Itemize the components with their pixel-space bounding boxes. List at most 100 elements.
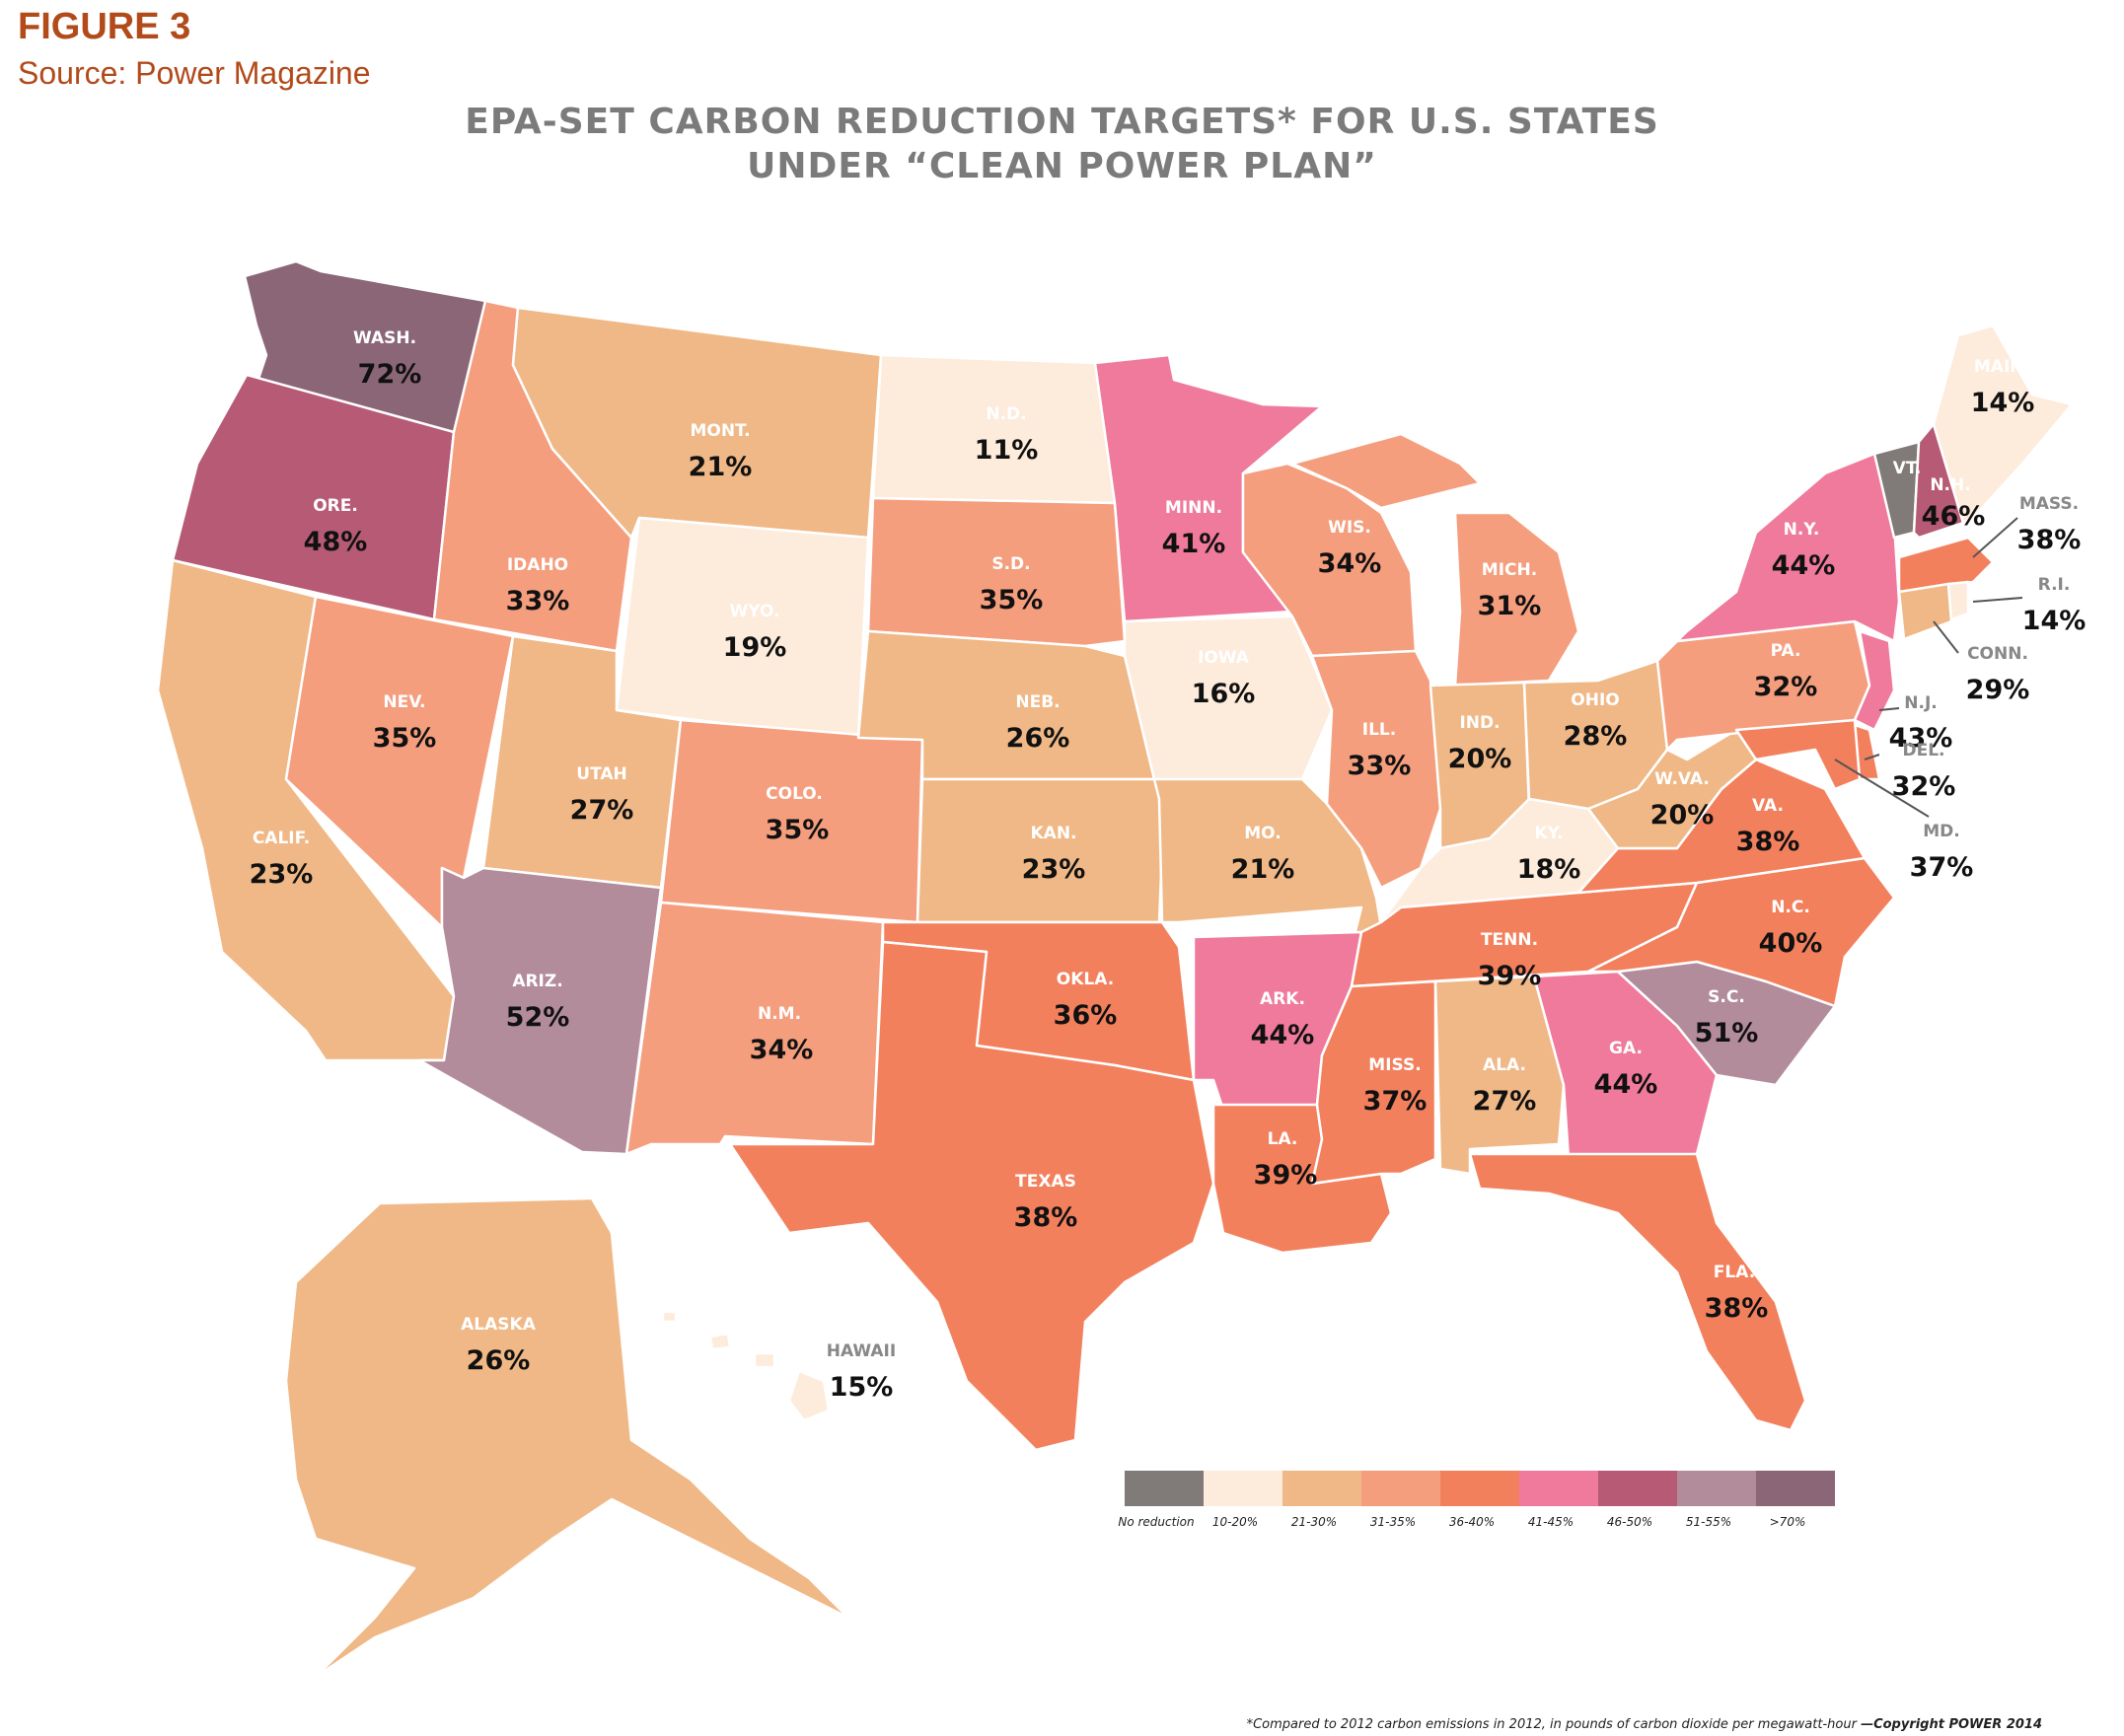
state-pct-ri: 14%: [2022, 606, 2087, 636]
state-pct-sc: 51%: [1695, 1018, 1759, 1049]
legend-swatch-3: [1361, 1471, 1440, 1506]
state-ks[interactable]: [916, 777, 1166, 924]
state-fl[interactable]: [1468, 1152, 1807, 1432]
state-tx[interactable]: [728, 940, 1215, 1452]
legend-swatch-6: [1598, 1471, 1677, 1506]
state-ak[interactable]: [284, 1196, 850, 1679]
state-pct-nd: 11%: [975, 435, 1039, 466]
state-wv[interactable]: [1586, 728, 1758, 850]
state-pct-me: 14%: [1971, 388, 2035, 418]
legend-label-no-reduction: No reduction: [1118, 1515, 1195, 1529]
state-pct-ca: 23%: [250, 859, 314, 890]
state-pct-il: 33%: [1348, 751, 1412, 781]
state-pct-ar: 44%: [1251, 1020, 1315, 1050]
legend-label-70-plus: >70%: [1769, 1515, 1806, 1529]
state-label-or: ORE.: [313, 496, 358, 516]
state-label-id: IDAHO: [507, 555, 568, 575]
state-label-ar: ARK.: [1260, 989, 1305, 1009]
state-label-sd: S.D.: [991, 554, 1030, 574]
state-label-nh: N.H.: [1930, 475, 1970, 495]
state-label-wy: WYO.: [730, 602, 780, 621]
state-label-va: VA.: [1752, 796, 1784, 816]
legend: [1125, 1471, 1835, 1506]
state-label-wv: W.VA.: [1654, 769, 1710, 789]
state-mi-upper[interactable]: [1290, 432, 1482, 510]
state-label-mt: MONT.: [690, 421, 750, 441]
state-pct-de: 32%: [1892, 771, 1956, 802]
state-label-ca: CALIF.: [253, 829, 310, 848]
state-hi-island[interactable]: [753, 1351, 776, 1369]
state-pct-ny: 44%: [1772, 550, 1836, 581]
legend-swatch-0: [1125, 1471, 1204, 1506]
state-label-la: LA.: [1268, 1129, 1298, 1149]
lake-michigan: [1426, 513, 1460, 651]
legend-label-36-40: 36-40%: [1448, 1515, 1496, 1529]
state-ma[interactable]: [1897, 536, 1995, 594]
state-label-nv: NEV.: [383, 692, 425, 712]
state-ri[interactable]: [1946, 580, 1970, 621]
legend-label-31-35: 31-35%: [1369, 1515, 1417, 1529]
state-nc[interactable]: [1586, 856, 1896, 1008]
legend-label-46-50: 46-50%: [1606, 1515, 1653, 1529]
figure-label: FIGURE 3: [18, 6, 191, 47]
state-pct-nv: 35%: [373, 723, 437, 754]
state-label-vt: VT.: [1893, 459, 1922, 478]
state-pct-mi: 31%: [1478, 591, 1542, 621]
state-label-ok: OKLA.: [1057, 970, 1114, 989]
state-nj[interactable]: [1853, 629, 1896, 732]
state-sd[interactable]: [866, 496, 1127, 648]
state-label-wa: WASH.: [353, 328, 416, 348]
state-il[interactable]: [1310, 649, 1442, 890]
state-pct-ct: 29%: [1966, 675, 2030, 705]
state-nd[interactable]: [871, 353, 1117, 505]
state-ct[interactable]: [1897, 582, 1953, 641]
state-pct-sd: 35%: [980, 585, 1044, 615]
legend-label-10-20: 10-20%: [1211, 1515, 1259, 1529]
state-hi[interactable]: [787, 1369, 831, 1422]
state-pct-md: 37%: [1910, 852, 1974, 883]
state-pct-nj: 43%: [1889, 723, 1953, 754]
state-label-fl: FLA.: [1714, 1263, 1755, 1282]
state-pct-wy: 19%: [723, 632, 787, 663]
state-or[interactable]: [171, 373, 456, 621]
state-mi[interactable]: [1453, 511, 1580, 687]
state-pct-ga: 44%: [1594, 1069, 1658, 1100]
legend-swatch-5: [1519, 1471, 1598, 1506]
state-pct-wv: 20%: [1650, 800, 1715, 831]
state-pct-mn: 41%: [1162, 529, 1226, 559]
state-nh[interactable]: [1912, 422, 1965, 540]
state-pct-nh: 46%: [1922, 501, 1986, 532]
state-pct-pa: 32%: [1754, 672, 1818, 702]
state-label-ak: ALASKA: [461, 1315, 537, 1335]
state-label-il: ILL.: [1362, 720, 1396, 740]
state-label-ne: NEB.: [1015, 692, 1060, 712]
state-pct-la: 39%: [1254, 1160, 1318, 1191]
state-label-nd: N.D.: [986, 404, 1026, 424]
state-label-ky: KY.: [1534, 824, 1563, 843]
state-pct-ks: 23%: [1022, 854, 1086, 885]
state-pct-tx: 38%: [1014, 1202, 1078, 1233]
legend-swatch-4: [1440, 1471, 1519, 1506]
state-hi-island[interactable]: [661, 1310, 678, 1324]
state-label-mn: MINN.: [1165, 498, 1222, 518]
state-me[interactable]: [1932, 324, 2074, 525]
state-hi-island[interactable]: [708, 1332, 732, 1351]
state-pct-mo: 21%: [1231, 854, 1295, 885]
state-pct-id: 33%: [506, 586, 570, 616]
state-label-hi: HAWAII: [827, 1341, 896, 1361]
legend-swatch-7: [1677, 1471, 1756, 1506]
state-pct-ms: 37%: [1363, 1086, 1428, 1117]
state-ms[interactable]: [1310, 979, 1437, 1186]
state-pct-fl: 38%: [1705, 1293, 1769, 1324]
state-md[interactable]: [1734, 718, 1862, 791]
state-nm[interactable]: [624, 901, 885, 1156]
state-pct-al: 27%: [1473, 1086, 1537, 1117]
state-wy[interactable]: [615, 516, 870, 742]
leader-lines: [1834, 517, 2023, 818]
state-pct-az: 52%: [506, 1002, 570, 1033]
state-pct-co: 35%: [766, 815, 830, 845]
legend-swatch-1: [1204, 1471, 1282, 1506]
state-ny[interactable]: [1675, 452, 1901, 643]
footnote: *Compared to 2012 carbon emissions in 20…: [1174, 1717, 2042, 1732]
state-label-pa: PA.: [1771, 641, 1801, 661]
